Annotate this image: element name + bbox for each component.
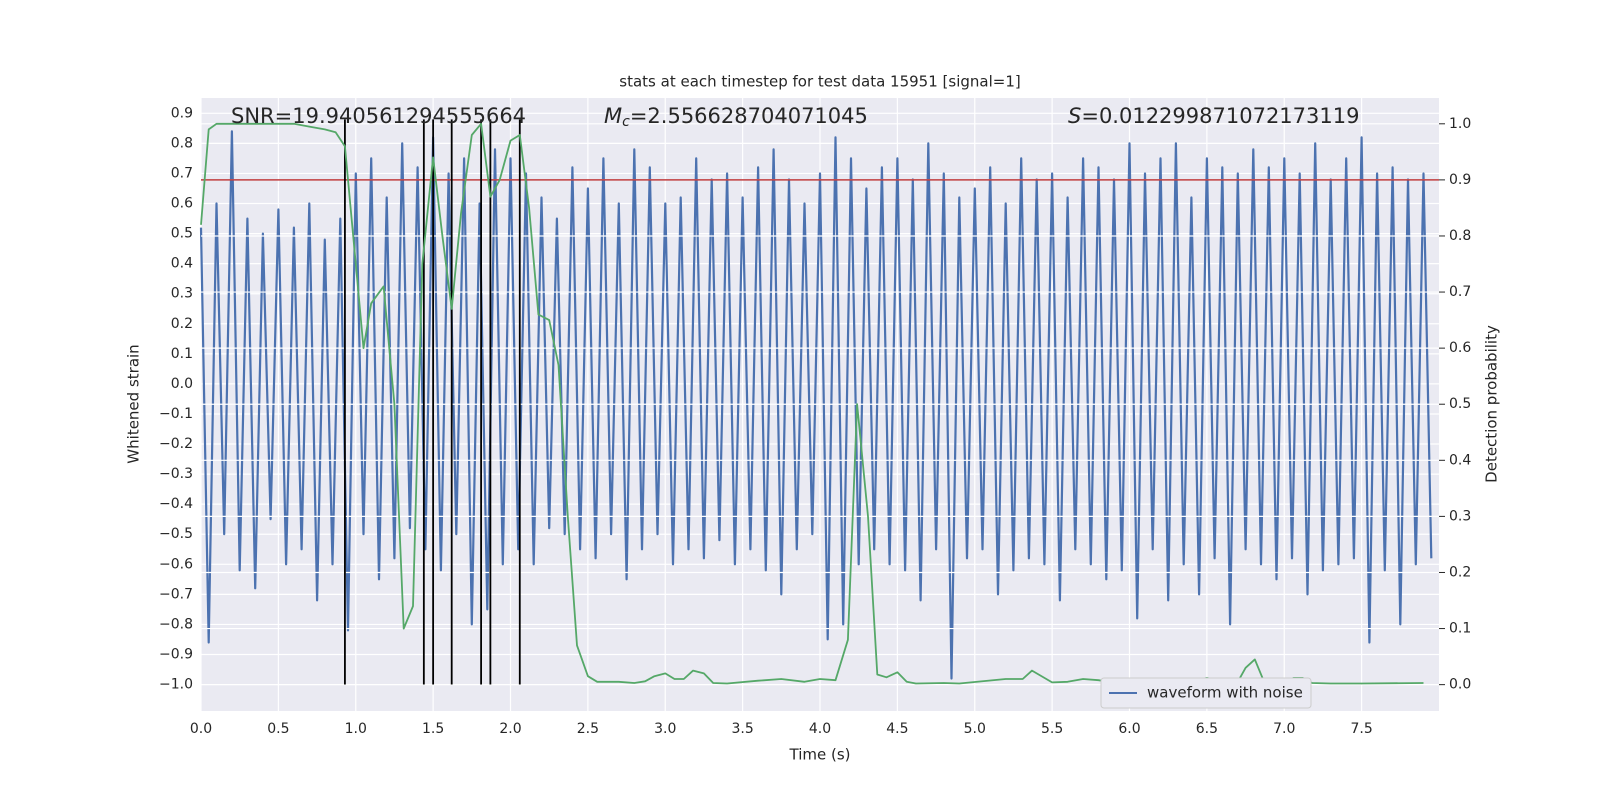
y-tick-label: 0.7 [171,165,193,181]
y2-tick-label: 0.6 [1449,340,1471,356]
waveform-line [199,130,1433,680]
y-tick-label: −0.6 [159,556,193,572]
y2-tick-label: 0.3 [1449,508,1471,524]
y2-tick-label: 0.5 [1449,396,1471,412]
y2-tick-label: 0.8 [1449,228,1471,244]
annotation: SNR=19.940561294555664 [231,104,526,128]
y2-tick-label: 1.0 [1449,116,1471,132]
annotation-subscript: c [622,114,630,130]
y2-tick-label: 0.0 [1449,677,1471,693]
x-tick-label: 6.5 [1196,721,1218,737]
x-tick-label: 5.5 [1041,721,1063,737]
annotation-text: =2.556628704071045 [630,104,868,128]
annotation-text: =0.012299871072173119 [1081,104,1359,128]
y-tick-label: −0.1 [159,406,193,422]
x-tick-label: 4.0 [809,721,831,737]
x-tick-label: 6.0 [1118,721,1140,737]
legend-box [1100,677,1312,709]
y-tick-label: −1.0 [159,677,193,693]
y2-tick-label: 0.4 [1449,452,1471,468]
y2-tick-label: 0.2 [1449,564,1471,580]
y2-tick-label: 0.1 [1449,621,1471,637]
y2-tick-label: 0.7 [1449,284,1471,300]
x-axis-label: Time (s) [789,746,851,764]
x-tick-label: 1.0 [345,721,367,737]
y-tick-label: 0.4 [171,256,193,272]
legend-label: waveform with noise [1147,684,1303,702]
annotation: Mc=2.556628704071045 [604,104,868,130]
y-tick-label: 0.3 [171,286,193,302]
y-tick-label: 0.5 [171,226,193,242]
y-tick-label: −0.7 [159,586,193,602]
annotation-text: SNR=19.940561294555664 [231,104,526,128]
x-tick-label: 2.5 [577,721,599,737]
y-tick-label: 0.8 [171,135,193,151]
y-tick-label: −0.2 [159,436,193,452]
y-tick-label: 0.6 [171,196,193,212]
y2-tick-label: 0.9 [1449,172,1471,188]
x-tick-label: 7.0 [1273,721,1295,737]
x-tick-label: 5.0 [964,721,986,737]
annotation: S=0.012299871072173119 [1068,104,1359,128]
y-axis-label: Whitened strain [125,344,143,463]
y-tick-label: −0.3 [159,466,193,482]
y-tick-label: −0.9 [159,646,193,662]
y-tick-label: −0.8 [159,616,193,632]
x-tick-label: 0.0 [190,721,212,737]
chart-title: stats at each timestep for test data 159… [619,73,1020,91]
y-tick-label: 0.2 [171,316,193,332]
y-tick-label: 0.9 [171,105,193,121]
x-tick-label: 4.5 [886,721,908,737]
annotation-symbol: S [1068,104,1081,128]
x-tick-label: 3.5 [731,721,753,737]
y-tick-label: 0.1 [171,346,193,362]
y-tick-label: −0.4 [159,496,193,512]
x-tick-label: 1.5 [422,721,444,737]
x-tick-label: 3.0 [654,721,676,737]
y-tick-label: 0.0 [171,376,193,392]
y2-axis-label: Detection probability [1483,325,1501,483]
annotation-symbol: M [604,104,622,128]
y-tick-label: −0.5 [159,526,193,542]
x-tick-label: 0.5 [267,721,289,737]
x-tick-label: 7.5 [1350,721,1372,737]
x-tick-label: 2.0 [499,721,521,737]
